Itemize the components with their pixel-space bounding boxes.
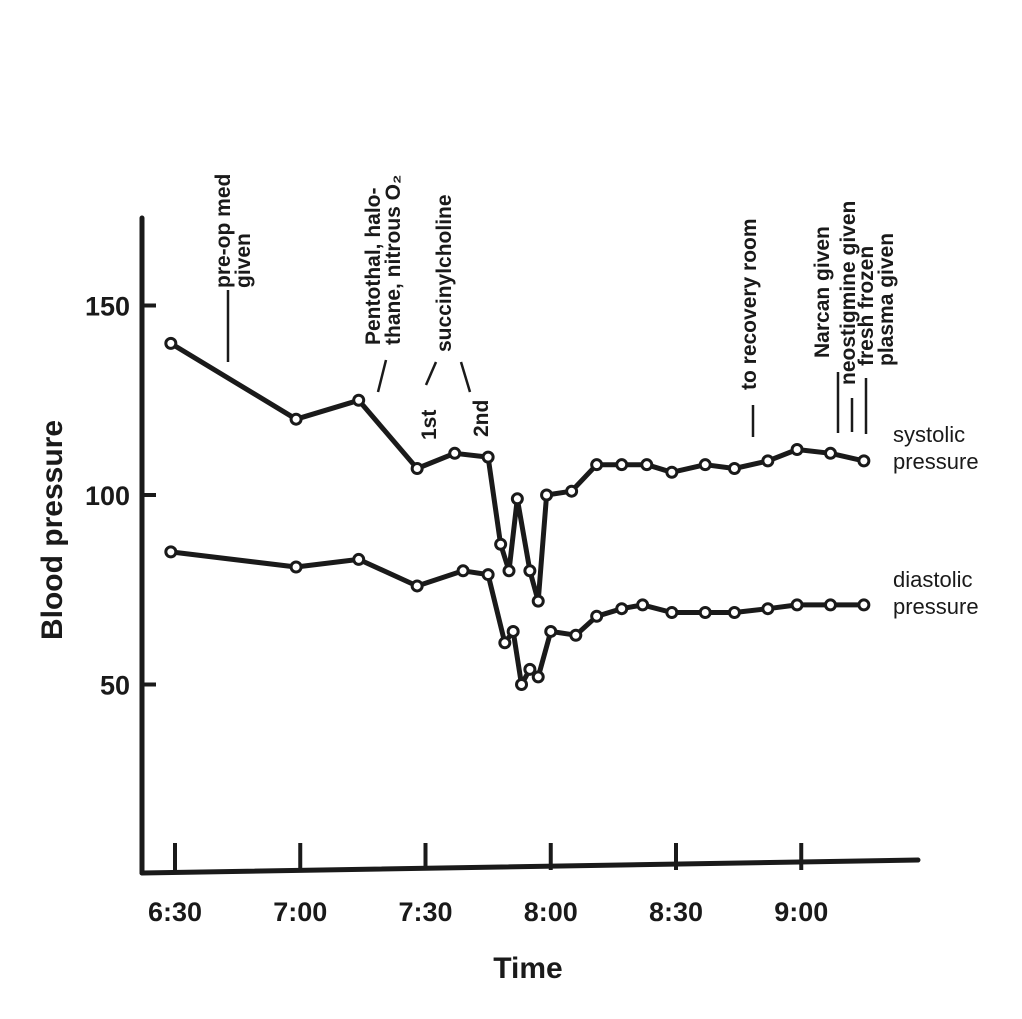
x-tick-label: 7:30 [398, 897, 452, 927]
data-point [448, 446, 462, 460]
data-point [498, 636, 512, 650]
svg-text:1st: 1st [418, 410, 441, 440]
axes: 6:30 7:00 7:30 8:00 8:30 9:00 50 100 150 Time Bloo… [36, 215, 921, 985]
annotation-leader [376, 359, 388, 393]
data-point [531, 594, 545, 608]
data-point [665, 605, 679, 619]
data-point [727, 461, 741, 475]
svg-text:Pentothal, halo-thane, nitrous: Pentothal, halo-thane, nitrous O₂ [362, 175, 405, 345]
data-point [494, 537, 508, 551]
data-point [481, 568, 495, 582]
annotation-first: 1st [418, 410, 441, 440]
svg-text:Narcan given: Narcan given [811, 226, 834, 358]
x-tick-label: 7:00 [273, 897, 327, 927]
series-label: systolic pressure [893, 422, 979, 474]
annotation-plasma: fresh frozenplasma given [855, 233, 898, 366]
data-point [481, 450, 495, 464]
data-point [502, 564, 516, 578]
svg-text:pre-op medgiven: pre-op medgiven [212, 174, 255, 288]
svg-text:neostigmine given: neostigmine given [837, 201, 860, 385]
annotation-narcan: Narcan given [811, 226, 834, 358]
y-axis-title: Blood pressure [36, 420, 69, 640]
y-tick-label: 50 [100, 671, 130, 701]
series [164, 336, 871, 691]
data-point [761, 454, 775, 468]
event-annotations: pre-op medgiven Pentothal, halo-thane, ni… [212, 174, 898, 440]
data-point [615, 602, 629, 616]
annotation-pentothal: Pentothal, halo-thane, nitrous O₂ [362, 175, 405, 345]
data-point [410, 579, 424, 593]
series-label: diastolic pressure [893, 567, 979, 619]
data-point [515, 678, 529, 691]
annotation-leader [424, 361, 438, 386]
svg-text:to recovery room: to recovery room [738, 218, 761, 390]
data-point [698, 458, 712, 472]
svg-text:2nd: 2nd [470, 400, 493, 437]
data-point [531, 670, 545, 684]
annotation-pre-op: pre-op medgiven [212, 174, 255, 288]
data-point [823, 446, 837, 460]
data-point [790, 598, 804, 612]
x-tick-label: 8:00 [524, 897, 578, 927]
data-point [410, 461, 424, 475]
data-point [523, 564, 537, 578]
data-point [456, 564, 470, 578]
data-point [569, 628, 583, 642]
x-tick-label: 6:30 [148, 897, 202, 927]
data-point [636, 598, 650, 612]
data-point [510, 492, 524, 506]
data-point [352, 393, 366, 407]
data-point [823, 598, 837, 612]
svg-text:fresh frozenplasma given: fresh frozenplasma given [855, 233, 898, 366]
annotation-leader [459, 361, 472, 393]
data-point [540, 488, 554, 502]
annotation-second: 2nd [470, 400, 493, 437]
data-point [665, 465, 679, 479]
series-line-1 [168, 549, 867, 687]
annotation-succinylcholine: succinylcholine [433, 194, 456, 352]
data-point [590, 458, 604, 472]
data-point [857, 454, 871, 468]
data-point [761, 602, 775, 616]
data-point [640, 458, 654, 472]
data-point [615, 458, 629, 472]
y-tick-label: 150 [85, 292, 130, 322]
data-point [523, 662, 537, 676]
data-point [164, 545, 178, 559]
svg-text:succinylcholine: succinylcholine [433, 194, 456, 352]
data-point [698, 605, 712, 619]
data-point [506, 624, 520, 638]
annotation-neostigmine: neostigmine given [837, 201, 860, 385]
data-point [590, 609, 604, 623]
data-point [352, 552, 366, 566]
data-point [544, 624, 558, 638]
data-point [164, 336, 178, 350]
data-point [289, 560, 303, 574]
x-axis-title: Time [493, 952, 562, 985]
data-point [565, 484, 579, 498]
labels: systolic pressure diastolic pressure [893, 422, 979, 619]
x-tick-label: 8:30 [649, 897, 703, 927]
data-point [790, 443, 804, 457]
data-point [727, 605, 741, 619]
annotation-recovery: to recovery room [738, 218, 761, 390]
data-point [857, 598, 871, 612]
y-tick-label: 100 [85, 481, 130, 511]
x-axis [139, 857, 921, 876]
data-point [289, 412, 303, 426]
x-tick-label: 9:00 [774, 897, 828, 927]
